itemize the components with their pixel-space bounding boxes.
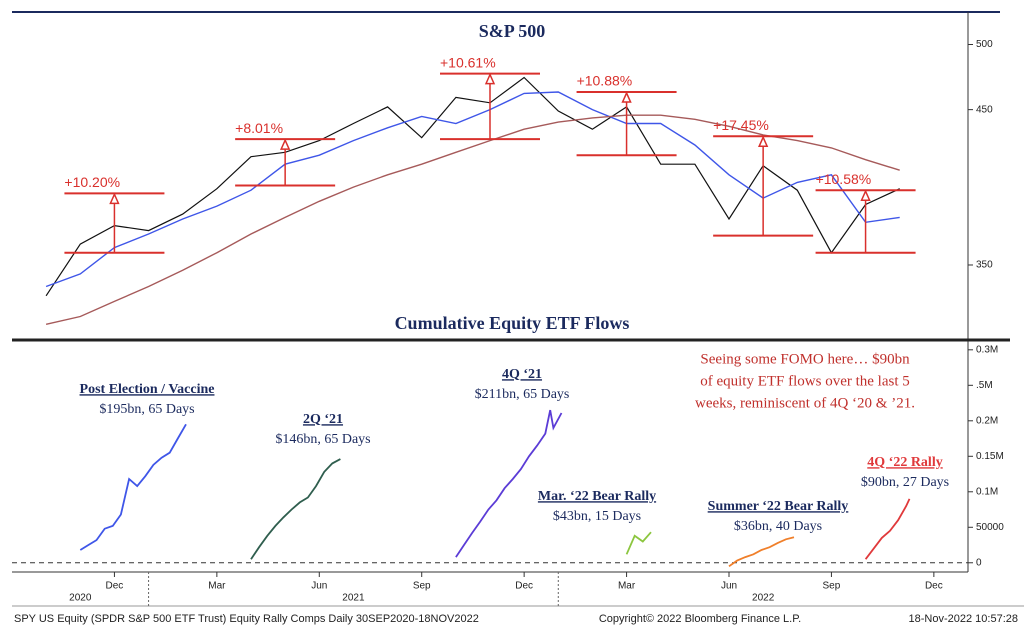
x-tick-label: Dec: [515, 581, 533, 592]
flow-name: Summer ‘22 Bear Rally: [708, 499, 849, 514]
flow-name: 4Q ‘22 Rally: [867, 455, 942, 470]
top-title: S&P 500: [479, 21, 546, 41]
flow-label: $146bn, 65 Days: [275, 432, 370, 447]
price-line: [45, 76, 900, 297]
bottom-title: Cumulative Equity ETF Flows: [395, 313, 630, 333]
flow-name: 2Q ‘21: [303, 412, 343, 427]
rally-label: +10.61%: [440, 54, 496, 70]
flow-line: [455, 409, 563, 558]
x-tick-label: Sep: [823, 581, 841, 592]
rally-label: +17.45%: [713, 117, 769, 133]
callout: weeks, reminiscent of 4Q ‘20 & ’21.: [695, 395, 915, 411]
x-tick-label: Mar: [618, 581, 636, 592]
arrow-head: [484, 72, 496, 85]
y-tick-label: .5M: [976, 380, 993, 391]
flow-line: [625, 531, 652, 555]
footer-center: Copyright© 2022 Bloomberg Finance L.P.: [599, 613, 801, 625]
flow-line: [864, 498, 911, 560]
y-tick-label: 0: [976, 557, 982, 568]
y-tick-label: 450: [976, 104, 993, 115]
year-label: 2020: [69, 593, 92, 604]
rally-label: +10.88%: [577, 73, 633, 89]
flow-label: $90bn, 27 Days: [861, 475, 949, 490]
x-tick-label: Mar: [208, 581, 226, 592]
x-tick-label: Dec: [106, 581, 124, 592]
y-tick-label: 500: [976, 39, 993, 50]
price-line: [45, 114, 900, 325]
arrow-head: [621, 91, 632, 103]
rally-label: +8.01%: [235, 120, 283, 136]
x-tick-label: Jun: [721, 581, 737, 592]
x-tick-label: Dec: [925, 581, 943, 592]
callout: Seeing some FOMO here… $90bn: [700, 351, 910, 367]
footer-left: SPY US Equity (SPDR S&P 500 ETF Trust) E…: [14, 613, 479, 625]
x-tick-label: Sep: [413, 581, 431, 592]
callout: of equity ETF flows over the last 5: [700, 373, 910, 389]
arrow-head: [279, 138, 291, 150]
y-tick-label: 0.15M: [976, 451, 1004, 462]
y-tick-label: 350: [976, 260, 993, 271]
rally-label: +10.20%: [64, 174, 120, 190]
year-label: 2022: [752, 593, 775, 604]
arrow-head: [757, 135, 769, 148]
flow-line: [728, 536, 795, 568]
x-tick-label: Jun: [311, 581, 327, 592]
y-tick-label: 0.1M: [976, 486, 998, 497]
rally-label: +10.58%: [816, 171, 872, 187]
price-line: [45, 91, 900, 288]
year-label: 2021: [342, 593, 365, 604]
flow-name: 4Q ‘21: [502, 367, 542, 382]
flow-line: [79, 423, 187, 551]
flow-line: [250, 458, 341, 560]
flow-name: Mar. ‘22 Bear Rally: [538, 489, 656, 504]
footer-right: 18-Nov-2022 10:57:28: [909, 613, 1018, 625]
arrow-head: [109, 192, 120, 205]
y-tick-label: 0.2M: [976, 415, 998, 426]
flow-label: $211bn, 65 Days: [475, 387, 570, 402]
arrow-head: [860, 189, 871, 201]
flow-label: $36bn, 40 Days: [734, 519, 822, 534]
flow-label: $195bn, 65 Days: [99, 402, 194, 417]
flow-name: Post Election / Vaccine: [80, 382, 215, 397]
flow-label: $43bn, 15 Days: [553, 509, 641, 524]
y-tick-label: 50000: [976, 522, 1004, 533]
y-tick-label: 0.3M: [976, 344, 998, 355]
